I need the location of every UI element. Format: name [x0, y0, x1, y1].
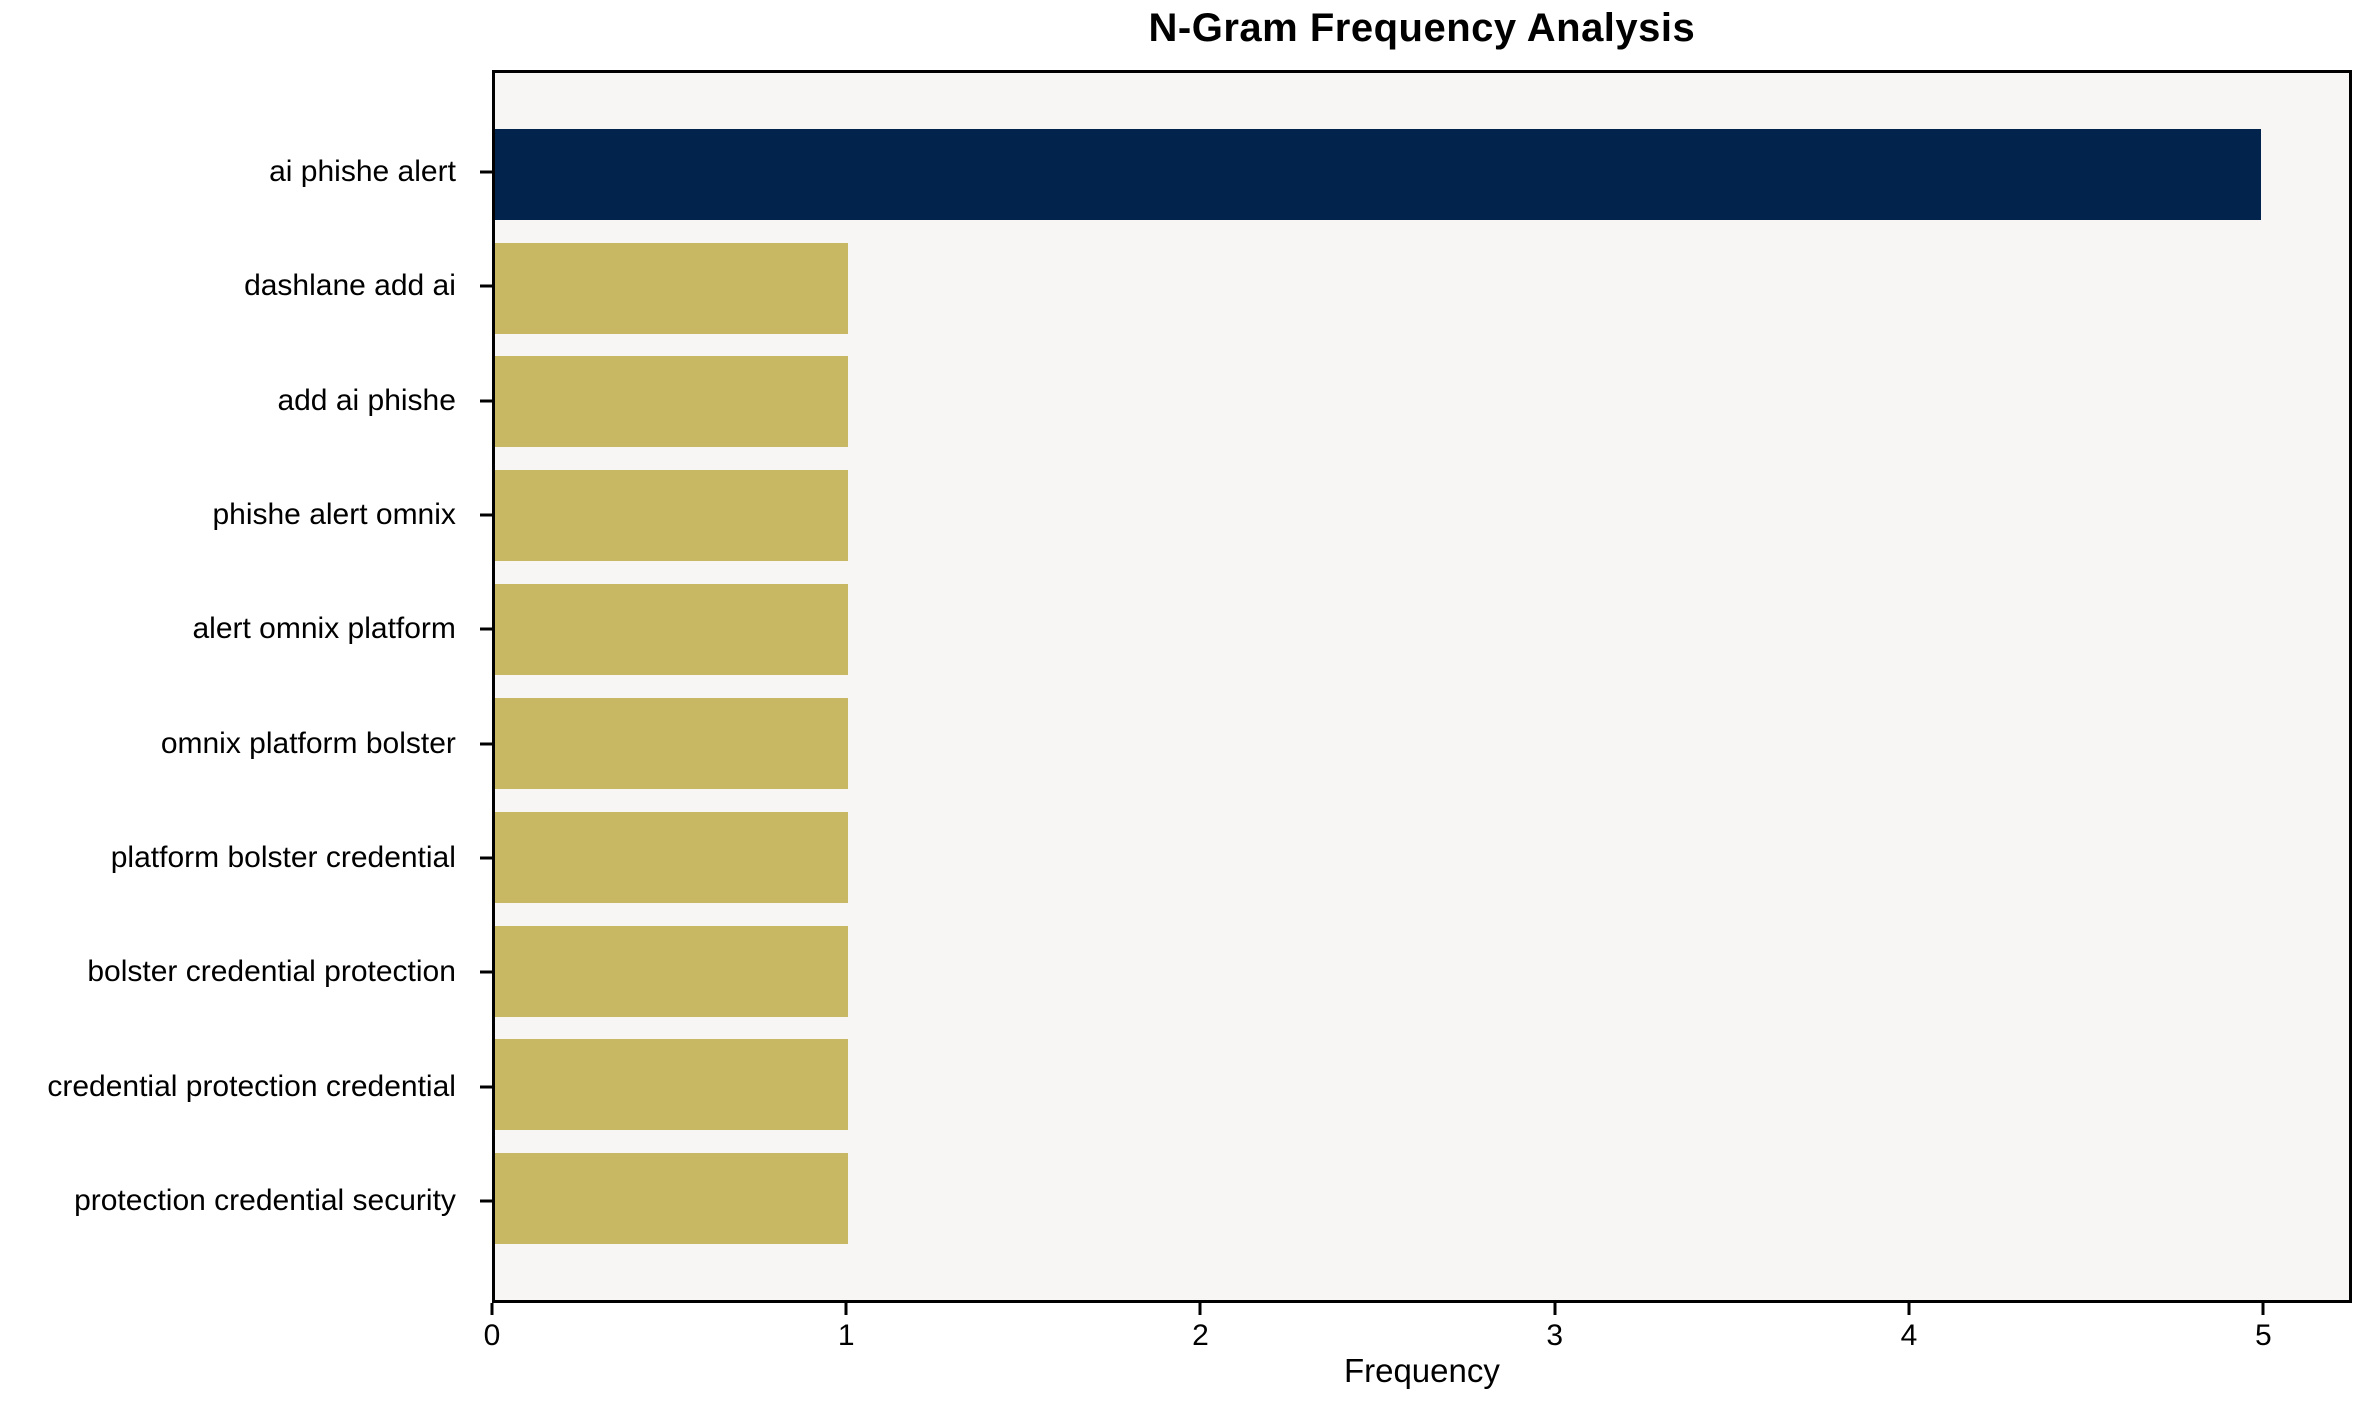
chart-title: N-Gram Frequency Analysis — [1148, 6, 1696, 50]
y-axis: ai phishe alert dashlane add ai add ai phi… — [0, 70, 492, 1303]
x-tick-mark — [1907, 1303, 1911, 1315]
x-axis: 0 1 2 3 4 5 — [484, 1303, 2352, 1373]
y-tick-label: ai phishe alert — [269, 154, 456, 188]
y-tick-mark — [479, 970, 492, 974]
y-tick-mark — [479, 742, 492, 746]
y-tick-mark — [479, 513, 492, 517]
x-tick-label: 3 — [1546, 1319, 1564, 1352]
y-tick-mark — [479, 1085, 492, 1089]
x-tick-mark — [490, 1303, 494, 1315]
x-tick-label: 2 — [1192, 1319, 1209, 1352]
bar — [494, 1153, 849, 1245]
x-tick-mark — [2261, 1303, 2265, 1315]
bar — [494, 242, 849, 334]
bar — [494, 811, 849, 903]
x-tick-label: 1 — [837, 1319, 855, 1352]
y-tick-label: dashlane add ai — [244, 269, 456, 303]
bar — [494, 925, 849, 1017]
x-tick-label: 5 — [2254, 1319, 2272, 1352]
y-tick-label: platform bolster credential — [110, 841, 456, 875]
y-tick-label: phishe alert omnix — [212, 497, 456, 531]
y-tick-mark — [479, 170, 492, 174]
bar — [494, 1039, 849, 1131]
bar — [494, 470, 849, 562]
bar — [494, 697, 849, 789]
y-tick-label: add ai phishe — [277, 383, 456, 417]
bar — [494, 128, 2261, 220]
x-tick-label: 4 — [1900, 1319, 1918, 1352]
y-tick-label: omnix platform bolster — [160, 726, 456, 760]
y-tick-label: alert omnix platform — [192, 612, 456, 646]
y-tick-label: bolster credential protection — [87, 955, 456, 989]
x-tick-mark — [1553, 1303, 1557, 1315]
plot-area — [491, 69, 2352, 1303]
y-tick-mark — [479, 399, 492, 403]
x-tick-mark — [1198, 1303, 1202, 1315]
bar — [494, 584, 849, 676]
y-tick-mark — [479, 1199, 492, 1203]
y-tick-mark — [479, 856, 492, 860]
y-tick-label: credential protection credential — [47, 1069, 456, 1103]
x-tick-label: 0 — [483, 1319, 501, 1352]
y-tick-mark — [479, 284, 492, 288]
bar — [494, 356, 849, 448]
x-tick-mark — [844, 1303, 848, 1315]
x-axis-label: Frequency — [1343, 1352, 1500, 1389]
y-tick-mark — [479, 627, 492, 631]
y-tick-label: protection credential security — [74, 1184, 456, 1218]
